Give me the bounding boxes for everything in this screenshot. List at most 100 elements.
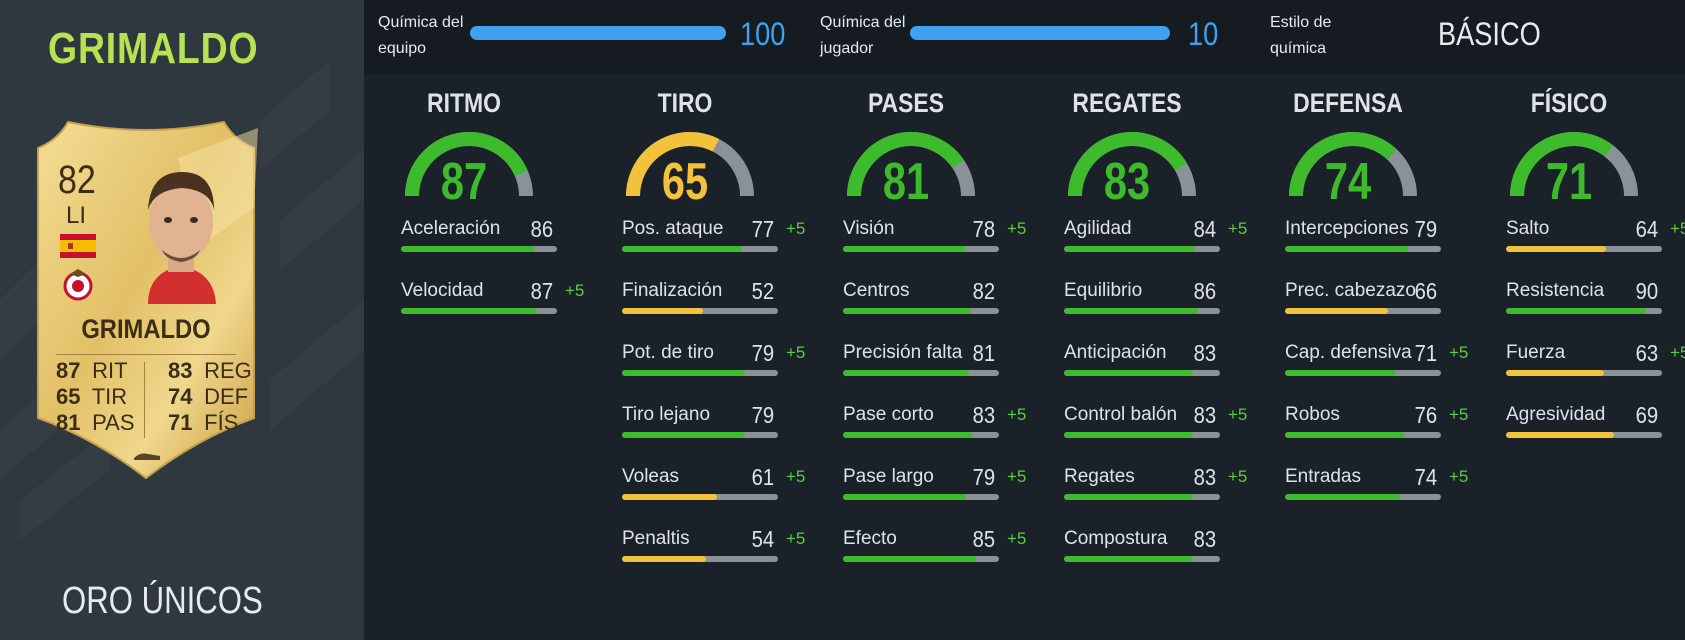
stat-bar [1285,246,1441,252]
stat-value: 79 [972,464,996,490]
category-0: RITMO 87 Aceleración 86 Velocidad 87 +5 [384,74,605,640]
stat-bonus: +5 [1228,467,1248,486]
stat-bar-fill [1506,308,1647,314]
stat-bonus: +5 [1007,405,1027,424]
stat-bar [622,556,778,562]
stat-value: 81 [972,340,996,366]
stat-bar [1506,370,1662,376]
category-1: TIRO 65 Pos. ataque 77 +5 Finalización 52 Pot. … [605,74,826,640]
stat-bar-fill [1285,494,1401,500]
card-stat-row: 74 DEF [168,384,249,409]
card-stat-row: 71 FÍS [168,410,239,435]
category-value: 71 [1545,153,1593,211]
stat-bonus: +5 [1670,219,1685,238]
stat-row: Pase corto 83 +5 [843,402,1043,466]
stat-value: 82 [972,278,996,304]
stat-bar [1285,494,1441,500]
stat-bar [1506,308,1662,314]
player-name: GRIMALDO [48,24,259,73]
stat-row: Efecto 85 +5 [843,526,1043,590]
stat-value: 78 [972,216,996,242]
stat-row: Entradas 74 +5 [1285,464,1485,528]
stat-bar [622,370,778,376]
stat-row: Precisión falta 81 [843,340,1043,404]
stat-value: 86 [1193,278,1217,304]
stat-bar [1506,432,1662,438]
stat-bar-fill [1285,432,1404,438]
card-stats-divider [144,362,145,438]
stat-row: Visión 78 +5 [843,216,1043,280]
stat-row: Robos 76 +5 [1285,402,1485,466]
stat-value: 83 [1193,464,1217,490]
stat-value: 83 [1193,526,1217,552]
stat-name: Precisión falta [843,342,963,363]
stat-bar [1285,432,1441,438]
stat-row: Pos. ataque 77 +5 [622,216,822,280]
stat-name: Pase largo [843,466,934,487]
stat-bar [401,246,557,252]
category-gauge [1068,132,1196,197]
stat-row: Voleas 61 +5 [622,464,822,528]
stat-name: Pot. de tiro [622,342,714,363]
card-stat-row: 83 REG [168,358,252,383]
stat-bar-fill [843,432,973,438]
stat-row: Cap. defensiva 71 +5 [1285,340,1485,404]
player-chemistry-label: Química del jugador [820,14,906,57]
stat-row: Tiro lejano 79 [622,402,822,466]
card-divider-line [56,354,236,355]
category-gauge [626,132,754,197]
stat-bar [843,494,999,500]
stat-row: Regates 83 +5 [1064,464,1264,528]
stat-value: 76 [1414,402,1438,428]
stat-bar-fill [843,246,965,252]
stat-bar-fill [1064,370,1194,376]
player-card[interactable]: 82 LI GRIMALDO 87 RIT 65 TIR 81 PAS [28,118,264,481]
card-rarity: ORO ÚNICOS [62,580,263,622]
stat-value: 54 [751,526,775,552]
stat-bar-fill [622,432,746,438]
gauge-fill [626,132,720,197]
player-chemistry-bar [910,26,1170,40]
stat-name: Pos. ataque [622,218,724,239]
category-value: 74 [1324,153,1372,211]
stat-bar-fill [1064,494,1194,500]
stat-name: Voleas [622,466,680,487]
player-photo [148,172,216,304]
stat-row: Fuerza 63 +5 [1506,340,1685,404]
stat-bar-fill [622,308,704,314]
chemistry-style-value[interactable]: BÁSICO [1438,16,1541,52]
stat-bar-fill [843,308,971,314]
gauge-fill [1510,132,1614,197]
stat-bar [622,246,778,252]
stat-name: Salto [1506,218,1550,239]
card-rating: 82 [58,158,96,202]
stat-name: Finalización [622,280,723,301]
stat-bar [843,370,999,376]
stat-bar-fill [843,494,967,500]
stat-name: Tiro lejano [622,404,711,425]
stat-bar [843,556,999,562]
stat-name: Prec. cabezazo [1285,280,1416,301]
category-gauge [1289,132,1417,197]
stat-bonus: +5 [1449,405,1469,424]
stat-value: 52 [751,278,775,304]
spain-flag-icon [60,234,96,258]
stat-bar [622,432,778,438]
card-stats-right: 83 REG 74 DEF 71 FÍS [168,358,252,436]
stat-bonus: +5 [1228,405,1248,424]
team-chemistry-label: Química del equipo [378,14,464,57]
stat-row: Pot. de tiro 79 +5 [622,340,822,404]
stat-row: Prec. cabezazo 66 [1285,278,1485,342]
chemistry-style-label: Estilo de química [1270,14,1332,57]
stat-name: Entradas [1285,466,1362,487]
category-gauge [847,132,975,197]
category-value: 83 [1103,153,1151,211]
stat-row: Equilibrio 86 [1064,278,1264,342]
stat-name: Efecto [843,528,897,549]
card-position: LI [66,202,87,229]
stat-name: Control balón [1064,404,1178,425]
stat-name: Aceleración [401,218,501,239]
category-title: FÍSICO [1530,88,1608,118]
stat-value: 83 [1193,402,1217,428]
stat-bar-fill [401,246,536,252]
